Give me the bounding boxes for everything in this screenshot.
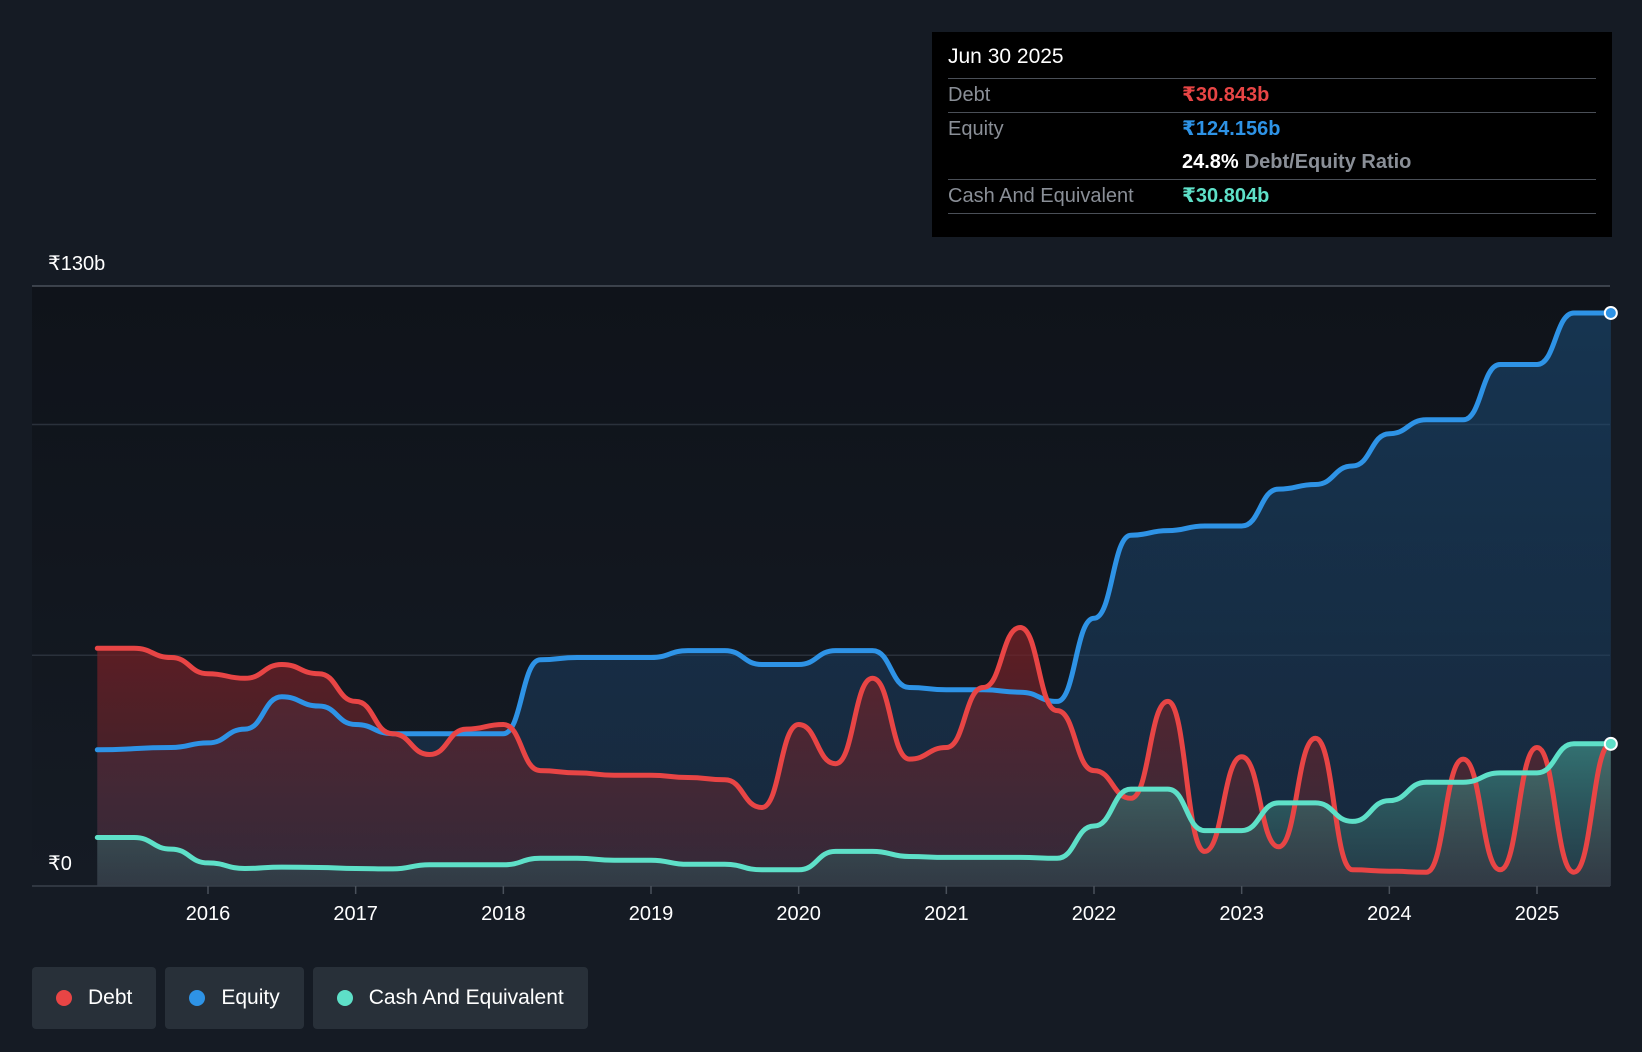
tooltip-ratio-spacer [948,146,1182,179]
legend-debt-dot-icon [56,990,72,1006]
legend-cash-dot-icon [336,990,353,1006]
marker-equity [1603,305,1618,320]
x-tick-label: 2023 [1219,903,1264,925]
tooltip-debt-value: ₹30.843b [1182,84,1270,106]
area-cash-and-equivalent [97,743,1611,886]
marker-cash-and-equivalent [1603,736,1618,751]
end-markers [1603,305,1618,751]
tooltip-ratio-label: Debt/Equity Ratio [1244,151,1412,173]
x-tick-label: 2024 [1367,903,1412,925]
legend-equity-dot-icon [189,990,206,1006]
legend: Debt Equity Cash And Equivalent [32,967,588,1029]
y-axis-top-label: ₹130b [48,253,105,275]
y-axis-bottom-label: ₹0 [48,853,72,875]
tooltip-equity-row: Equity ₹124.156b [948,113,1596,146]
legend-item-debt[interactable]: Debt [32,967,157,1029]
x-tick-label: 2017 [333,903,378,925]
legend-cash-label: Cash And Equivalent [368,986,564,1009]
tooltip-date: Jun 30 2025 [948,44,1596,79]
tooltip-equity-value: ₹124.156b [1182,118,1281,140]
legend-item-equity[interactable]: Equity [165,967,304,1029]
x-tick-label: 2020 [776,903,821,925]
x-tick-label: 2022 [1072,903,1117,925]
tooltip-ratio-row: 24.8% Debt/Equity Ratio [948,146,1596,180]
line-debt [94,625,1614,875]
x-tick-label: 2021 [924,903,969,925]
legend-debt-label: Debt [88,986,133,1009]
tooltip-ratio-value: 24.8% [1182,151,1239,173]
legend-item-cash[interactable]: Cash And Equivalent [312,967,588,1029]
x-tick-label: 2018 [481,903,526,925]
x-axis-ticks: 2016 2017 2018 2019 2020 2021 2022 2023 2024 2025 [186,886,1560,925]
legend-equity-label: Equity [221,986,280,1009]
x-tick-label: 2019 [629,903,674,925]
tooltip-equity-label: Equity [948,118,1004,140]
series-lines [94,310,1614,875]
tooltip-debt-label: Debt [948,84,991,106]
tooltip-cash-row: Cash And Equivalent ₹30.804b [948,180,1596,214]
x-tick-label: 2016 [186,903,231,925]
series-areas [97,313,1611,886]
line-cash-and-equivalent [94,741,1614,873]
tooltip-cash-label: Cash And Equivalent [948,185,1134,207]
area-debt [97,627,1611,886]
tooltip-debt-row: Debt ₹30.843b [948,79,1596,113]
tooltip-panel: Jun 30 2025 Debt ₹30.843b Equity ₹124.15… [932,32,1612,237]
x-tick-label: 2025 [1515,903,1560,925]
tooltip-cash-value: ₹30.804b [1182,185,1270,207]
